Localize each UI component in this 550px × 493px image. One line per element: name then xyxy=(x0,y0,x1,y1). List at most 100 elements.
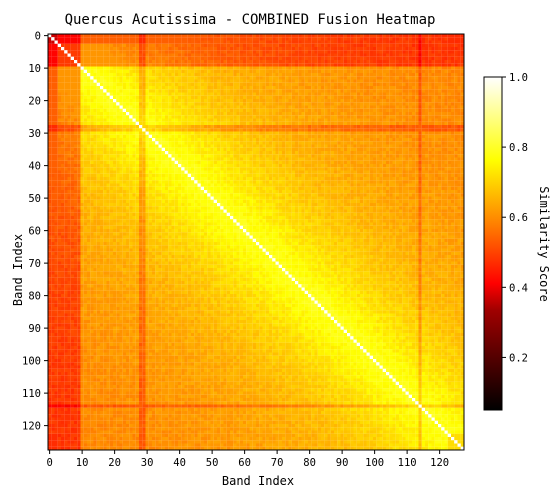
heatmap-cell xyxy=(386,50,390,54)
heatmap-cell xyxy=(386,154,390,158)
heatmap-cell xyxy=(51,60,55,64)
heatmap-cell xyxy=(454,134,458,139)
heatmap-cell xyxy=(444,76,448,80)
heatmap-cell xyxy=(457,105,461,109)
heatmap-cell xyxy=(155,99,159,103)
heatmap-cell xyxy=(256,125,260,129)
heatmap-cell xyxy=(70,141,75,145)
heatmap-cell xyxy=(54,37,58,41)
heatmap-cell xyxy=(317,108,322,113)
heatmap-cell xyxy=(93,53,97,57)
heatmap-cell xyxy=(425,43,429,48)
heatmap-cell xyxy=(96,86,101,90)
heatmap-cell xyxy=(366,66,370,70)
heatmap-cell xyxy=(57,125,62,129)
heatmap-cell xyxy=(191,105,195,109)
heatmap-cell xyxy=(399,69,403,74)
heatmap-cell xyxy=(200,138,205,142)
heatmap-cell xyxy=(376,79,380,83)
heatmap-cell xyxy=(132,118,136,122)
heatmap-cell xyxy=(444,118,448,122)
heatmap-cell xyxy=(395,63,400,67)
heatmap-cell xyxy=(402,108,406,113)
heatmap-cell xyxy=(262,147,266,152)
heatmap-cell xyxy=(444,112,448,116)
heatmap-cell xyxy=(330,60,335,64)
heatmap-cell xyxy=(314,69,318,74)
heatmap-cell xyxy=(321,112,325,116)
heatmap-cell xyxy=(330,112,335,116)
heatmap-cell xyxy=(444,34,448,38)
heatmap-cell xyxy=(451,60,455,64)
heatmap-cell xyxy=(334,99,338,103)
heatmap-cell xyxy=(61,79,65,83)
heatmap-cell xyxy=(399,144,403,148)
heatmap-cell xyxy=(122,151,127,155)
heatmap-cell xyxy=(285,151,289,155)
heatmap-cell xyxy=(61,128,65,132)
heatmap-cell xyxy=(282,60,286,64)
heatmap-cell xyxy=(239,147,244,152)
heatmap-cell xyxy=(285,95,289,100)
heatmap-cell xyxy=(405,79,409,83)
heatmap-cell xyxy=(135,121,140,126)
heatmap-cell xyxy=(181,40,185,44)
heatmap-cell xyxy=(239,92,244,96)
heatmap-cell xyxy=(129,115,133,119)
heatmap-cell xyxy=(408,50,413,54)
heatmap-cell xyxy=(174,138,179,142)
heatmap-cell xyxy=(200,112,205,116)
heatmap-cell xyxy=(126,60,130,64)
heatmap-cell xyxy=(126,43,130,48)
heatmap-cell xyxy=(314,37,318,41)
heatmap-cell xyxy=(275,144,279,148)
heatmap-cell xyxy=(70,147,75,152)
heatmap-cell xyxy=(181,134,185,139)
heatmap-cell xyxy=(249,112,253,116)
heatmap-cell xyxy=(311,115,315,119)
heatmap-cell xyxy=(96,79,101,83)
heatmap-cell xyxy=(106,40,110,44)
heatmap-cell xyxy=(165,115,169,119)
heatmap-cell xyxy=(64,86,68,90)
heatmap-cell xyxy=(382,76,387,80)
heatmap-cell xyxy=(259,79,263,83)
heatmap-cell xyxy=(444,89,448,93)
heatmap-cell xyxy=(275,79,279,83)
heatmap-cell xyxy=(317,47,322,51)
heatmap-cell xyxy=(243,34,247,38)
heatmap-cell xyxy=(236,66,240,70)
heatmap-cell xyxy=(454,40,458,44)
heatmap-cell xyxy=(93,63,97,67)
heatmap-cell xyxy=(106,92,110,96)
heatmap-cell xyxy=(428,157,432,161)
heatmap-cell xyxy=(57,92,62,96)
heatmap-cell xyxy=(402,56,406,61)
heatmap-cell xyxy=(161,53,166,57)
heatmap-cell xyxy=(275,66,279,70)
heatmap-cell xyxy=(415,125,419,129)
heatmap-cell xyxy=(434,56,439,61)
heatmap-cell xyxy=(119,141,123,145)
heatmap-cell xyxy=(243,108,247,113)
heatmap-cell xyxy=(275,89,279,93)
heatmap-cell xyxy=(226,92,231,96)
heatmap-cell xyxy=(70,118,75,122)
heatmap-cell xyxy=(252,56,257,61)
heatmap-cell xyxy=(301,108,305,113)
heatmap-cell xyxy=(122,63,127,67)
heatmap-cell xyxy=(207,105,211,109)
heatmap-cell xyxy=(314,151,318,155)
heatmap-cell xyxy=(278,125,283,129)
heatmap-cell xyxy=(431,147,435,152)
heatmap-cell xyxy=(321,99,325,103)
heatmap-cell xyxy=(256,53,260,57)
heatmap-cell xyxy=(129,40,133,44)
heatmap-cell xyxy=(373,144,377,148)
heatmap-cell xyxy=(148,125,153,129)
heatmap-cell xyxy=(425,102,429,106)
heatmap-cell xyxy=(457,76,461,80)
heatmap-cell xyxy=(119,69,123,74)
heatmap-cell xyxy=(405,131,409,135)
heatmap-cell xyxy=(178,102,182,106)
